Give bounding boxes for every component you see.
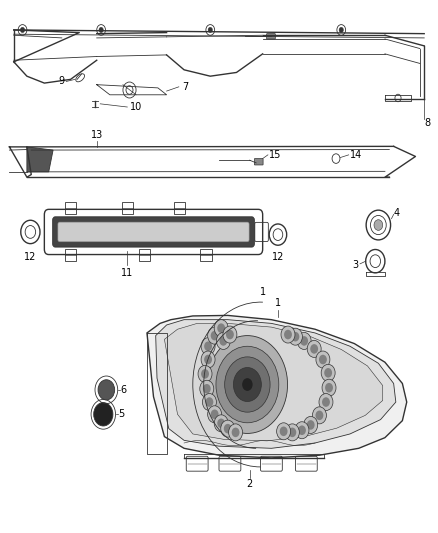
Circle shape [211, 331, 219, 341]
Circle shape [94, 402, 113, 426]
Circle shape [198, 366, 212, 382]
Circle shape [224, 424, 232, 433]
Text: 3: 3 [353, 260, 359, 270]
Text: 4: 4 [394, 208, 400, 219]
Circle shape [216, 346, 279, 423]
Circle shape [204, 342, 212, 351]
Circle shape [307, 420, 314, 430]
Circle shape [217, 418, 225, 428]
Circle shape [207, 336, 288, 433]
Circle shape [229, 424, 243, 441]
Circle shape [204, 355, 212, 365]
Circle shape [297, 333, 311, 350]
Circle shape [201, 369, 209, 378]
Text: 9: 9 [58, 77, 64, 86]
Circle shape [322, 397, 330, 407]
Circle shape [226, 330, 234, 340]
Polygon shape [164, 324, 383, 441]
Circle shape [203, 384, 211, 393]
Circle shape [201, 338, 215, 355]
Circle shape [217, 324, 225, 333]
Circle shape [214, 320, 228, 337]
Circle shape [312, 407, 326, 424]
Circle shape [374, 220, 383, 230]
FancyBboxPatch shape [267, 34, 276, 39]
Circle shape [233, 368, 261, 401]
Text: 5: 5 [119, 409, 125, 419]
Circle shape [242, 378, 253, 391]
Circle shape [219, 336, 227, 346]
Circle shape [284, 330, 292, 340]
Circle shape [316, 351, 330, 368]
Circle shape [288, 427, 296, 437]
Text: 10: 10 [130, 102, 142, 112]
Circle shape [319, 393, 333, 410]
Circle shape [208, 406, 222, 423]
Text: 12: 12 [272, 252, 284, 262]
Text: 14: 14 [350, 150, 362, 160]
Circle shape [208, 27, 212, 33]
Circle shape [315, 410, 323, 420]
Circle shape [205, 397, 213, 407]
Circle shape [281, 326, 295, 343]
Circle shape [310, 344, 318, 354]
Circle shape [216, 333, 230, 350]
Circle shape [300, 336, 308, 346]
Polygon shape [27, 147, 53, 172]
Circle shape [325, 383, 333, 392]
Circle shape [304, 416, 318, 433]
Text: 6: 6 [121, 385, 127, 395]
Text: 2: 2 [247, 479, 253, 489]
Text: 11: 11 [121, 268, 134, 278]
Circle shape [319, 355, 327, 365]
Circle shape [324, 368, 332, 377]
FancyBboxPatch shape [53, 217, 254, 247]
Text: 13: 13 [91, 130, 103, 140]
Text: 1: 1 [260, 287, 266, 297]
Polygon shape [155, 320, 396, 448]
Circle shape [288, 328, 302, 345]
Circle shape [339, 27, 343, 33]
Polygon shape [147, 316, 407, 458]
Circle shape [20, 27, 25, 33]
Circle shape [286, 424, 299, 441]
Circle shape [214, 415, 228, 432]
Circle shape [307, 341, 321, 358]
Text: 12: 12 [24, 252, 36, 262]
Circle shape [277, 423, 290, 440]
Circle shape [298, 425, 306, 435]
Circle shape [280, 426, 288, 436]
Circle shape [208, 327, 222, 344]
Circle shape [322, 379, 336, 396]
FancyBboxPatch shape [58, 222, 249, 242]
Text: 7: 7 [182, 82, 188, 92]
Circle shape [201, 351, 215, 368]
Text: 1: 1 [275, 298, 281, 308]
Circle shape [223, 326, 237, 343]
Circle shape [321, 365, 335, 381]
Circle shape [211, 409, 219, 419]
Circle shape [291, 332, 299, 342]
Circle shape [98, 379, 115, 400]
Circle shape [202, 393, 216, 410]
Circle shape [225, 357, 270, 412]
Circle shape [99, 27, 103, 33]
Circle shape [232, 427, 240, 437]
Circle shape [221, 420, 235, 437]
Circle shape [200, 380, 214, 397]
Text: 15: 15 [269, 150, 282, 160]
Circle shape [295, 422, 309, 439]
FancyBboxPatch shape [254, 159, 263, 165]
Text: 8: 8 [424, 118, 430, 128]
